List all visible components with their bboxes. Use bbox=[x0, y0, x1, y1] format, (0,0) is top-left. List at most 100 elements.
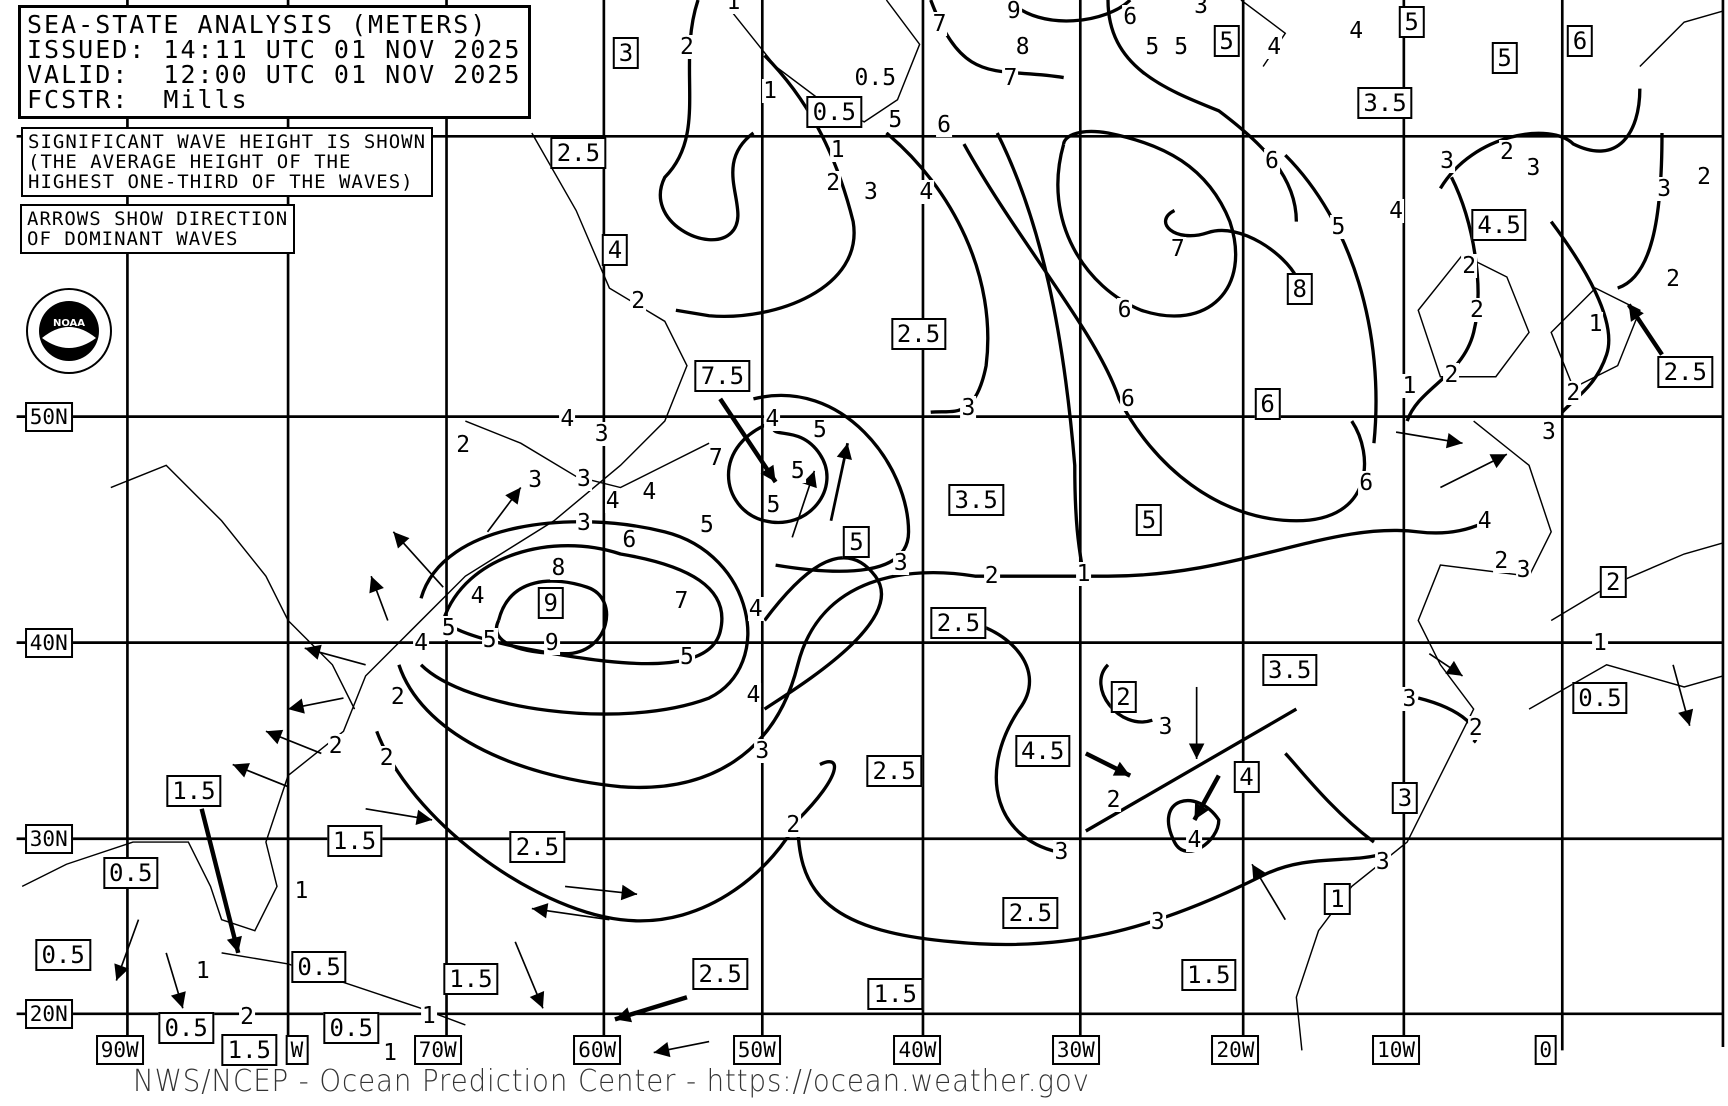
contour-label: 4 bbox=[1186, 826, 1203, 853]
contour-label: 9 bbox=[543, 629, 560, 656]
boxed-wave-height: 0.5 bbox=[1572, 682, 1628, 715]
wave-direction-arrow bbox=[718, 397, 778, 484]
wave-direction-arrow bbox=[829, 442, 852, 522]
coastline bbox=[1550, 542, 1724, 622]
chart-header: SEA-STATE ANALYSIS (METERS) ISSUED: 14:11… bbox=[18, 5, 531, 119]
contour-label: 1 bbox=[1587, 310, 1604, 337]
longitude-label: 70W bbox=[413, 1035, 462, 1066]
coastline bbox=[1550, 287, 1641, 389]
contour-line bbox=[1007, 0, 1132, 23]
wave-direction-arrow bbox=[791, 470, 817, 538]
boxed-wave-height: 3 bbox=[1391, 781, 1419, 814]
wave-direction-arrow bbox=[486, 487, 522, 533]
chart-title: SEA-STATE ANALYSIS (METERS) bbox=[27, 10, 488, 39]
contour-label: 1 bbox=[1401, 372, 1418, 399]
contour-label: 1 bbox=[1592, 629, 1608, 656]
arrows-note: ARROWS SHOW DIRECTION OF DOMINANT WAVES bbox=[20, 204, 296, 254]
contour-label: 3 bbox=[862, 178, 879, 205]
wave-direction-arrow bbox=[232, 763, 289, 788]
contour-label: 3 bbox=[1525, 155, 1542, 182]
contour-label: 3 bbox=[1515, 556, 1532, 583]
contour-line bbox=[419, 520, 750, 716]
longitude-label: 10W bbox=[1372, 1035, 1421, 1066]
boxed-wave-height: 2.5 bbox=[550, 136, 607, 169]
boxed-wave-height: 7.5 bbox=[694, 359, 751, 392]
boxed-wave-height: 2.5 bbox=[866, 755, 922, 788]
contour-label: 3 bbox=[1401, 686, 1418, 713]
wave-direction-arrow bbox=[614, 995, 688, 1023]
wave-direction-arrow bbox=[531, 903, 610, 921]
boxed-wave-height: 8 bbox=[1286, 273, 1313, 306]
boxed-wave-height: 0.5 bbox=[291, 951, 347, 984]
boxed-wave-height: 3.5 bbox=[1262, 654, 1318, 687]
longitude-label: 60W bbox=[573, 1035, 622, 1066]
contour-label: 2 bbox=[327, 732, 344, 759]
contour-label: 3 bbox=[892, 549, 909, 576]
contour-line bbox=[995, 132, 1086, 577]
contour-label: 3 bbox=[593, 421, 610, 448]
contour-label: 2 bbox=[679, 33, 695, 60]
wave-direction-arrow bbox=[369, 575, 389, 621]
coastline bbox=[465, 420, 710, 489]
boxed-wave-height: 2 bbox=[1110, 680, 1137, 713]
boxed-wave-height: 1.5 bbox=[443, 963, 499, 996]
contour-line bbox=[1056, 129, 1238, 318]
contour-label: 3 bbox=[1053, 839, 1070, 866]
boxed-wave-height: 1 bbox=[1324, 882, 1351, 915]
longitude-label: 40W bbox=[893, 1035, 942, 1066]
contour-line bbox=[929, 0, 1064, 80]
boxed-wave-height: 6 bbox=[1566, 24, 1594, 57]
longitude-label: 20W bbox=[1211, 1035, 1260, 1066]
contour-label: 6 bbox=[1358, 470, 1375, 497]
contour-label: 9 bbox=[1005, 0, 1022, 25]
contour-label: 4 bbox=[745, 681, 762, 708]
contour-label: 6 bbox=[1116, 297, 1133, 324]
contour-label: 2 bbox=[1461, 252, 1478, 279]
contour-line bbox=[1405, 176, 1480, 422]
contour-line bbox=[726, 419, 829, 525]
wave-direction-arrow bbox=[1251, 863, 1286, 921]
contour-label: 1 bbox=[1075, 560, 1092, 587]
boxed-wave-height: 2.5 bbox=[1657, 356, 1713, 389]
contour-line bbox=[952, 618, 1064, 855]
contour-label: 2 bbox=[825, 169, 842, 196]
contour-label: 3 bbox=[1439, 147, 1455, 174]
boxed-wave-height: 5 bbox=[1135, 503, 1163, 536]
boxed-wave-height: 4.5 bbox=[1014, 735, 1071, 768]
boxed-wave-height: 4.5 bbox=[1471, 208, 1527, 241]
boxed-wave-height: 3.5 bbox=[948, 483, 1004, 516]
contour-label: 7 bbox=[707, 444, 724, 471]
contour-label: 2 bbox=[1469, 297, 1485, 324]
forecaster: FCSTR: Mills bbox=[27, 85, 249, 114]
contour-label: 2 bbox=[1665, 266, 1682, 293]
wave-direction-arrow bbox=[265, 729, 322, 755]
wave-direction-arrow bbox=[114, 919, 140, 981]
contour-line bbox=[962, 143, 1367, 523]
wave-direction-arrow bbox=[287, 697, 344, 714]
contour-label: 3 bbox=[1656, 176, 1673, 203]
wave-direction-arrow bbox=[653, 1040, 710, 1058]
contour-label: 4 bbox=[604, 487, 621, 514]
contour-label: 4 bbox=[559, 405, 576, 432]
boxed-wave-height: 5 bbox=[843, 525, 870, 558]
longitude-label: 0 bbox=[1534, 1035, 1557, 1066]
contour-line bbox=[1106, 0, 1299, 222]
contour-line bbox=[375, 730, 836, 923]
contour-label: 2 bbox=[1498, 138, 1515, 165]
contour-label: 5 bbox=[811, 416, 828, 443]
coastline bbox=[21, 132, 688, 932]
contour-label: 4 bbox=[1266, 33, 1283, 60]
wave-direction-arrow bbox=[1084, 751, 1132, 778]
contour-label: 4 bbox=[918, 178, 935, 205]
contour-label: 3 bbox=[754, 738, 771, 765]
latitude-label: 30N bbox=[24, 823, 73, 854]
boxed-wave-height: 2.5 bbox=[1002, 896, 1059, 929]
wave-direction-arrow bbox=[1395, 431, 1463, 449]
boxed-wave-height: 5 bbox=[1491, 41, 1518, 74]
contour-label: 3 bbox=[1193, 0, 1209, 18]
contour-label: 3 bbox=[1157, 713, 1174, 740]
boxed-wave-height: 4 bbox=[1233, 760, 1260, 793]
contour-label: 4 bbox=[1348, 18, 1365, 45]
valid-time: VALID: 12:00 UTC 01 NOV 2025 bbox=[27, 60, 522, 89]
boxed-wave-height: 1.5 bbox=[166, 775, 222, 808]
